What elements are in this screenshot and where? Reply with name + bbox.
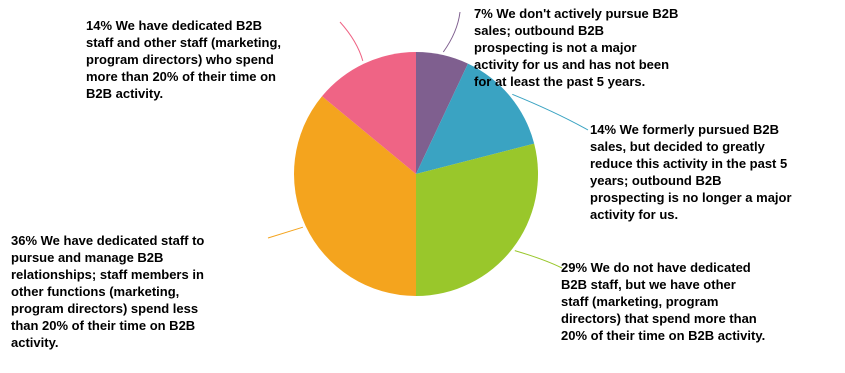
slice-label-0: 7% We don't actively pursue B2B sales; o… (474, 6, 679, 89)
leader-line-0 (442, 11, 461, 53)
pie-slice-0 (416, 52, 468, 174)
pie-slices (293, 51, 539, 296)
slice-label-3: 36% We have dedicated staff to pursue an… (11, 233, 205, 350)
leader-line-4 (339, 21, 364, 62)
leader-line-1 (512, 93, 589, 131)
leader-lines (267, 11, 589, 269)
slice-label-2: 29% We do not have dedicated B2B staff, … (561, 260, 766, 343)
pie-slice-3 (293, 96, 416, 296)
leader-line-2 (514, 250, 563, 269)
slice-label-1: 14% We formerly pursued B2B sales, but d… (590, 122, 792, 222)
pie-slice-4 (322, 51, 416, 174)
pie-slice-2 (416, 143, 539, 296)
slice-label-4: 14% We have dedicated B2B staff and othe… (86, 18, 282, 101)
leader-line-3 (267, 226, 304, 239)
pie-slice-1 (416, 63, 535, 174)
